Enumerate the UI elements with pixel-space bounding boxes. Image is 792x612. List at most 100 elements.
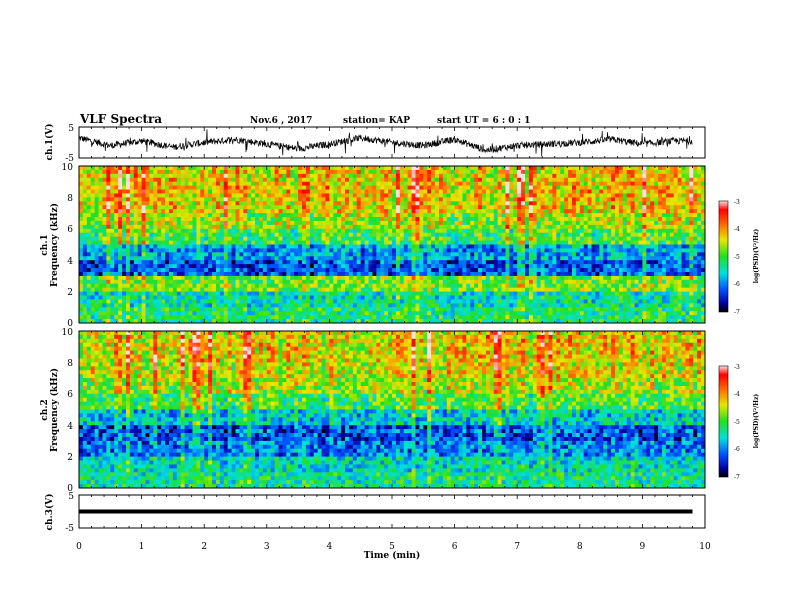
spectrogram-cell bbox=[286, 166, 291, 171]
spectrogram-cell bbox=[583, 271, 589, 277]
spectrogram-cell bbox=[615, 252, 620, 257]
spectrogram-cell bbox=[227, 166, 232, 171]
spectrogram-cell bbox=[317, 228, 322, 234]
spectrogram-cell bbox=[380, 244, 385, 249]
spectrogram-cell bbox=[168, 217, 174, 222]
spectrogram-cell bbox=[251, 197, 256, 202]
spectrogram-cell bbox=[505, 260, 510, 265]
spectrogram-cell bbox=[290, 275, 295, 281]
spectrogram-cell bbox=[145, 236, 150, 241]
spectrogram-cell bbox=[603, 275, 608, 281]
spectrogram-cell bbox=[560, 189, 565, 194]
spectrogram-cell bbox=[219, 268, 225, 273]
spectrogram-cell bbox=[360, 217, 366, 222]
spectrogram-cell bbox=[395, 236, 401, 241]
spectrogram-cell bbox=[251, 248, 256, 253]
ch1-waveform-line bbox=[78, 129, 693, 157]
spectrogram-cell bbox=[470, 209, 475, 214]
spectrogram-cell bbox=[157, 224, 162, 230]
spectrogram-cell bbox=[446, 224, 452, 230]
spectrogram-cell bbox=[176, 268, 182, 273]
spectrogram-cell bbox=[278, 173, 283, 179]
spectrogram-cell bbox=[481, 264, 487, 269]
spectrogram-cell bbox=[419, 185, 424, 190]
spectrogram-cell bbox=[579, 283, 585, 289]
spectrogram-cell bbox=[525, 213, 530, 218]
spectrogram-cell bbox=[321, 205, 326, 210]
spectrogram-cell bbox=[556, 201, 561, 206]
spectrogram-cell bbox=[384, 224, 389, 230]
spectrogram-cell bbox=[168, 224, 174, 230]
spectrogram-cell bbox=[505, 169, 510, 175]
spectrogram-cell bbox=[106, 244, 111, 249]
spectrogram-cell bbox=[454, 220, 459, 226]
spectrogram-cell bbox=[106, 177, 111, 183]
spectrogram-cell bbox=[548, 256, 553, 261]
spectrogram-cell bbox=[403, 256, 409, 261]
spectrogram-cell bbox=[599, 193, 604, 198]
spectrogram-cell bbox=[356, 260, 362, 265]
spectrogram-cell bbox=[552, 197, 557, 202]
spectrogram-cell bbox=[677, 244, 682, 249]
spectrogram-cell bbox=[591, 193, 596, 198]
spectrogram-cell bbox=[501, 220, 506, 226]
spectrogram-cell bbox=[615, 248, 620, 253]
spectrogram-cell bbox=[435, 220, 440, 226]
spectrogram-cell bbox=[638, 177, 643, 183]
spectrogram-cell bbox=[462, 220, 467, 226]
spectrogram-cell bbox=[568, 173, 573, 179]
spectrogram-cell bbox=[82, 248, 88, 253]
spectrogram-cell bbox=[595, 173, 600, 179]
spectrogram-cell bbox=[532, 264, 538, 269]
spectrogram-cell bbox=[618, 256, 624, 261]
spectrogram-cell bbox=[141, 240, 146, 245]
spectrogram-cell bbox=[102, 256, 107, 261]
spectrogram-cell bbox=[360, 169, 366, 175]
spectrogram-cell bbox=[384, 283, 389, 289]
spectrogram-cell bbox=[564, 248, 569, 253]
spectrogram-cell bbox=[309, 201, 315, 206]
spectrogram-cell bbox=[454, 169, 459, 175]
spectrogram-cell bbox=[384, 201, 389, 206]
spectrogram-cell bbox=[317, 271, 322, 277]
spectrogram-cell bbox=[650, 232, 655, 238]
spectrogram-cell bbox=[615, 232, 620, 238]
spectrogram-cell bbox=[192, 189, 197, 194]
spectrogram-cell bbox=[172, 209, 178, 214]
spectrogram-cell bbox=[219, 260, 225, 265]
spectrogram-cell bbox=[286, 197, 291, 202]
spectrogram-cell bbox=[669, 283, 675, 289]
spectrogram-cell bbox=[86, 169, 92, 175]
spectrogram-cell bbox=[701, 224, 706, 230]
spectrogram-cell bbox=[266, 201, 272, 206]
spectrogram-cell bbox=[685, 268, 690, 273]
spectrogram-cell bbox=[677, 256, 682, 261]
spectrogram-cell bbox=[392, 228, 397, 234]
spectrogram-cell bbox=[192, 260, 197, 265]
spectrogram-cell bbox=[665, 232, 671, 238]
spectrogram-cell bbox=[673, 236, 679, 241]
spectrogram-cell bbox=[298, 173, 303, 179]
spectrogram-cell bbox=[384, 217, 389, 222]
spectrogram-cell bbox=[110, 185, 115, 190]
spectrogram-cell bbox=[642, 177, 647, 183]
spectrogram-cell bbox=[564, 220, 569, 226]
spectrogram-cell bbox=[145, 240, 150, 245]
spectrogram-cell bbox=[419, 248, 424, 253]
spectrogram-cell bbox=[157, 169, 162, 175]
spectrogram-cell bbox=[669, 279, 675, 285]
spectrogram-cell bbox=[118, 268, 123, 273]
spectrogram-cell bbox=[102, 205, 107, 210]
spectrogram-cell bbox=[603, 209, 608, 214]
spectrogram-cell bbox=[294, 240, 299, 245]
spectrogram-cell bbox=[278, 244, 283, 249]
spectrogram-cell bbox=[505, 181, 510, 187]
spectrogram-cell bbox=[313, 236, 319, 241]
spectrogram-cell bbox=[540, 271, 545, 277]
spectrogram-cell bbox=[196, 213, 201, 218]
spectrogram-cell bbox=[415, 213, 420, 218]
spectrogram-cell bbox=[407, 283, 412, 289]
spectrogram-cell bbox=[165, 264, 170, 269]
spectrogram-cell bbox=[262, 252, 268, 257]
spectrogram-cell bbox=[302, 268, 307, 273]
